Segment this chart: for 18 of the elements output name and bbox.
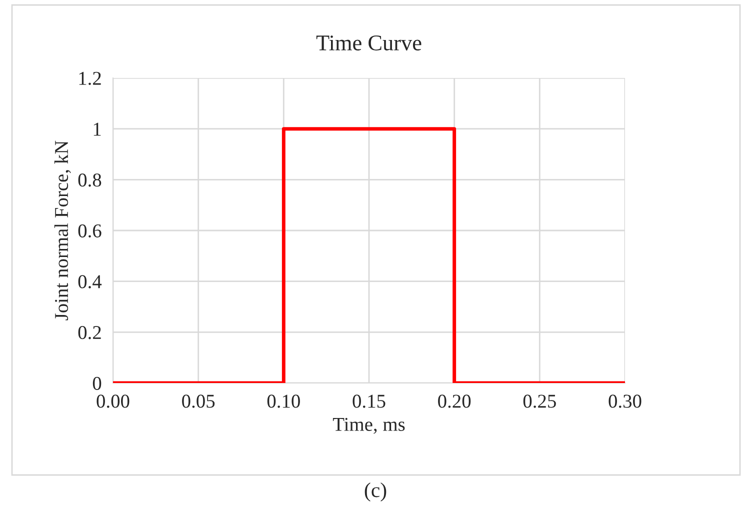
x-tick-label: 0.20 <box>438 394 471 408</box>
chart-title: Time Curve <box>316 36 422 50</box>
y-tick-label: 0.6 <box>78 224 102 238</box>
y-tick-label: 0.8 <box>78 173 102 187</box>
y-axis-title: Joint normal Force, kN <box>54 140 71 320</box>
y-tick-label: 0 <box>92 376 102 390</box>
y-tick-label: 1 <box>94 122 101 136</box>
x-axis-title: Time, ms <box>332 418 405 434</box>
y-tick-label: 0.4 <box>78 275 102 288</box>
y-tick-label: 1.2 <box>79 72 101 86</box>
text: (c) <box>364 482 386 502</box>
y-tick-label: 0.2 <box>78 326 101 340</box>
x-tick-label: 0.05 <box>182 394 215 408</box>
x-tick-label: 0.25 <box>523 394 556 408</box>
x-tick-label: 0.10 <box>267 394 300 408</box>
x-tick-label: 0.00 <box>96 394 130 408</box>
x-tick-label: 0.30 <box>608 394 642 408</box>
x-tick-label: 0.15 <box>352 394 386 408</box>
